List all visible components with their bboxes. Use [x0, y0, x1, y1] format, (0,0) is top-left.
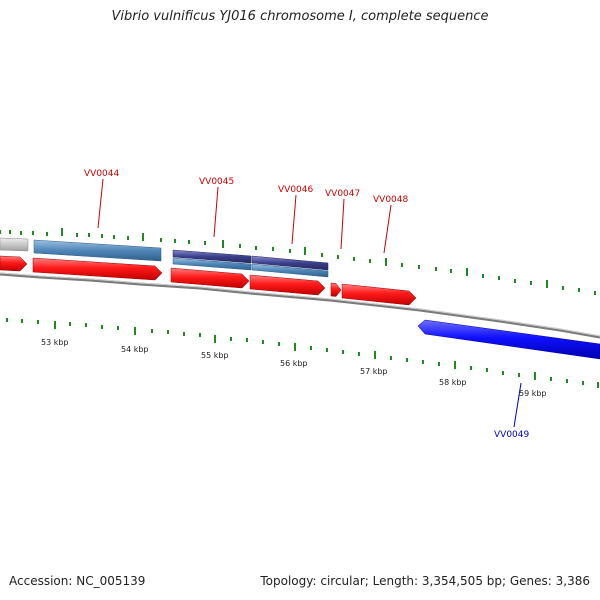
label-leaders: [97, 178, 522, 428]
purple-feature-1[interactable]: [172, 249, 252, 264]
gene-label-vv0047[interactable]: VV0047: [325, 189, 360, 199]
steel-feature-1[interactable]: [33, 239, 162, 262]
outer-tick-ring: [0, 228, 596, 295]
feature-track: [0, 237, 329, 278]
leader-vv0044: [97, 178, 104, 229]
scale-label-56kbp: 56 kbp: [280, 359, 308, 368]
inner-tick-ring: [6, 318, 599, 388]
backbone-highlight: [0, 272, 600, 337]
leader-vv0048: [383, 204, 392, 254]
leader-vv0045: [213, 186, 219, 238]
cds-arrow-vv0045[interactable]: [170, 267, 250, 289]
grey-feature[interactable]: [0, 237, 29, 252]
scale-label-59kbp: 59 kbp: [519, 389, 547, 398]
leader-vv0049: [513, 382, 522, 428]
cds-arrow-vv0049[interactable]: [417, 319, 600, 360]
gene-label-vv0044[interactable]: VV0044: [84, 169, 119, 179]
page-title: Vibrio vulnificus YJ016 chromosome I, co…: [111, 9, 489, 24]
scale-label-55kbp: 55 kbp: [201, 351, 229, 360]
scale-label-58kbp: 58 kbp: [439, 378, 467, 387]
cds-arrow-vv0046[interactable]: [249, 274, 326, 296]
scale-label-53kbp: 53 kbp: [41, 338, 69, 347]
gene-labels: VV0044 VV0045 VV0046 VV0047 VV0048 VV004…: [84, 169, 529, 440]
gene-label-vv0048[interactable]: VV0048: [373, 195, 408, 205]
cds-arrow-vv0047[interactable]: [330, 282, 342, 297]
gene-label-vv0046[interactable]: VV0046: [278, 185, 313, 195]
cds-arrow-vv0043[interactable]: [0, 255, 28, 272]
cds-arrow-vv0048[interactable]: [341, 283, 417, 306]
scale-label-54kbp: 54 kbp: [121, 345, 149, 354]
forward-cds-track: [0, 255, 417, 306]
scale-labels: 53 kbp 54 kbp 55 kbp 56 kbp 57 kbp 58 kb…: [41, 338, 547, 398]
steel-feature-2[interactable]: [172, 257, 252, 271]
gene-label-vv0045[interactable]: VV0045: [199, 177, 234, 187]
cds-arrow-vv0044[interactable]: [32, 257, 163, 281]
leader-vv0047: [340, 198, 345, 250]
steel-feature-3[interactable]: [251, 263, 329, 278]
purple-feature-2[interactable]: [251, 255, 329, 271]
gene-label-vv0049[interactable]: VV0049: [494, 430, 529, 440]
scale-label-57kbp: 57 kbp: [360, 367, 388, 376]
sequence-summary: Topology: circular; Length: 3,354,505 bp…: [260, 574, 590, 588]
backbone: [0, 272, 600, 339]
accession-label: Accession: NC_005139: [9, 574, 146, 588]
reverse-cds-track: [417, 319, 600, 360]
leader-vv0046: [291, 194, 297, 245]
